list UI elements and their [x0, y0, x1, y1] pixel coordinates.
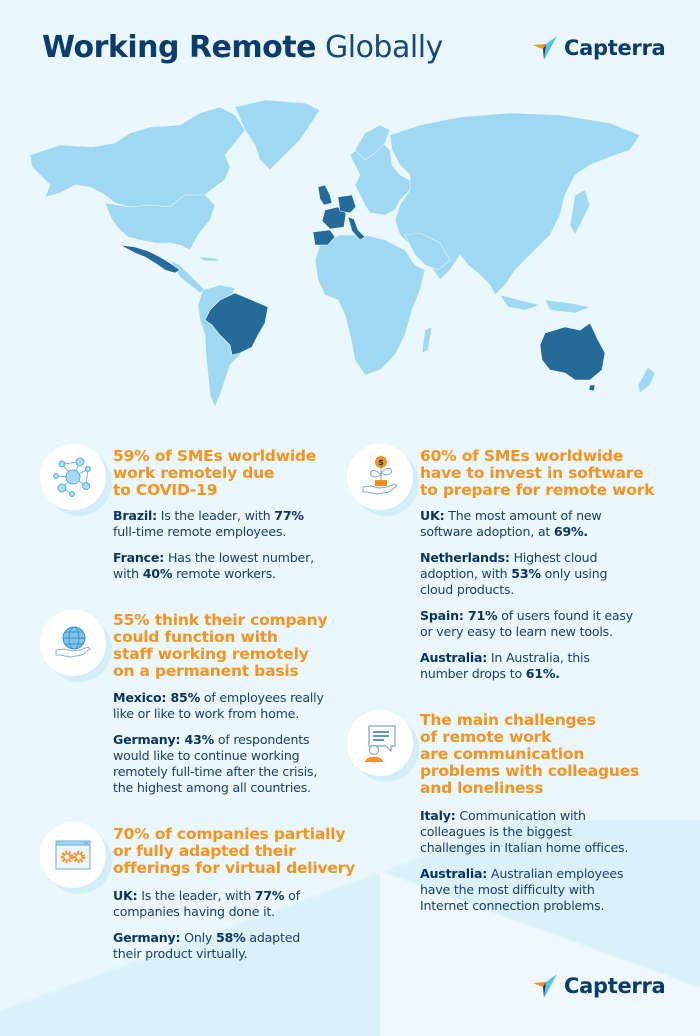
fact-australia: Australia: Australian employees have the…: [420, 866, 624, 913]
fact-uk: UK: Is the leader, with 77% of companies…: [113, 888, 300, 919]
fact-france: France: Has the lowest number, with 40% …: [113, 550, 314, 581]
fact-spain: Spain: 71% of users found it easy or ver…: [420, 608, 634, 639]
world-map: [29, 99, 656, 408]
title-light: Globally: [325, 30, 443, 65]
card-heading: 55% think their company could function w…: [113, 611, 328, 680]
globe-hand-icon: [55, 626, 91, 658]
card-heading: 59% of SMEs worldwide work remotely due …: [113, 447, 317, 499]
page-title: Working Remote Globally: [42, 30, 443, 65]
brand-name: Capterra: [564, 36, 666, 60]
icon-badge: [347, 710, 413, 776]
capterra-arrow-icon: [533, 974, 557, 998]
fact-list: Italy: Communication with colleagues is …: [420, 808, 628, 924]
fact-list: Mexico: 85% of employees really like or …: [113, 690, 324, 806]
gears-window-icon: [55, 840, 91, 870]
fact-italy: Italy: Communication with colleagues is …: [420, 808, 629, 855]
chat-person-icon: [365, 725, 396, 762]
icon-badge: [40, 610, 106, 676]
fact-brazil: Brazil: Is the leader, with 77% full-tim…: [113, 508, 304, 539]
card-heading: 70% of companies partially or fully adap…: [113, 825, 356, 877]
svg-text:$: $: [378, 458, 384, 467]
card-heading: The main challenges of remote work are c…: [420, 711, 640, 797]
capterra-logo: Capterra: [532, 34, 666, 62]
title-bold: Working Remote: [42, 30, 316, 65]
money-plant-icon: $: [362, 456, 398, 495]
icon-badge: $: [347, 444, 413, 510]
fact-list: UK: Is the leader, with 77% of companies…: [113, 888, 300, 972]
fact-uk: UK: The most amount of new software adop…: [420, 508, 602, 539]
fact-germany: Germany: Only 58% adapted their product …: [113, 930, 301, 961]
fact-mexico: Mexico: 85% of employees really like or …: [113, 690, 324, 721]
fact-netherlands: Netherlands: Highest cloud adoption, wit…: [420, 550, 608, 597]
fact-australia: Australia: In Australia, this number dro…: [420, 650, 590, 681]
network-icon: [53, 457, 91, 497]
fact-list: UK: The most amount of new software adop…: [420, 508, 633, 692]
icon-badge: [40, 444, 106, 510]
brand-name: Capterra: [564, 974, 666, 998]
highlighted-countries: [119, 184, 606, 392]
header: Working Remote Globally: [0, 0, 700, 95]
fact-germany: Germany: 43% of respondents would like t…: [113, 732, 318, 795]
icon-badge: [40, 822, 106, 888]
fact-list: Brazil: Is the leader, with 77% full-tim…: [113, 508, 314, 592]
capterra-logo-footer: Capterra: [532, 972, 666, 1000]
card-heading: 60% of SMEs worldwide have to invest in …: [420, 447, 655, 499]
capterra-arrow-icon: [533, 36, 557, 60]
